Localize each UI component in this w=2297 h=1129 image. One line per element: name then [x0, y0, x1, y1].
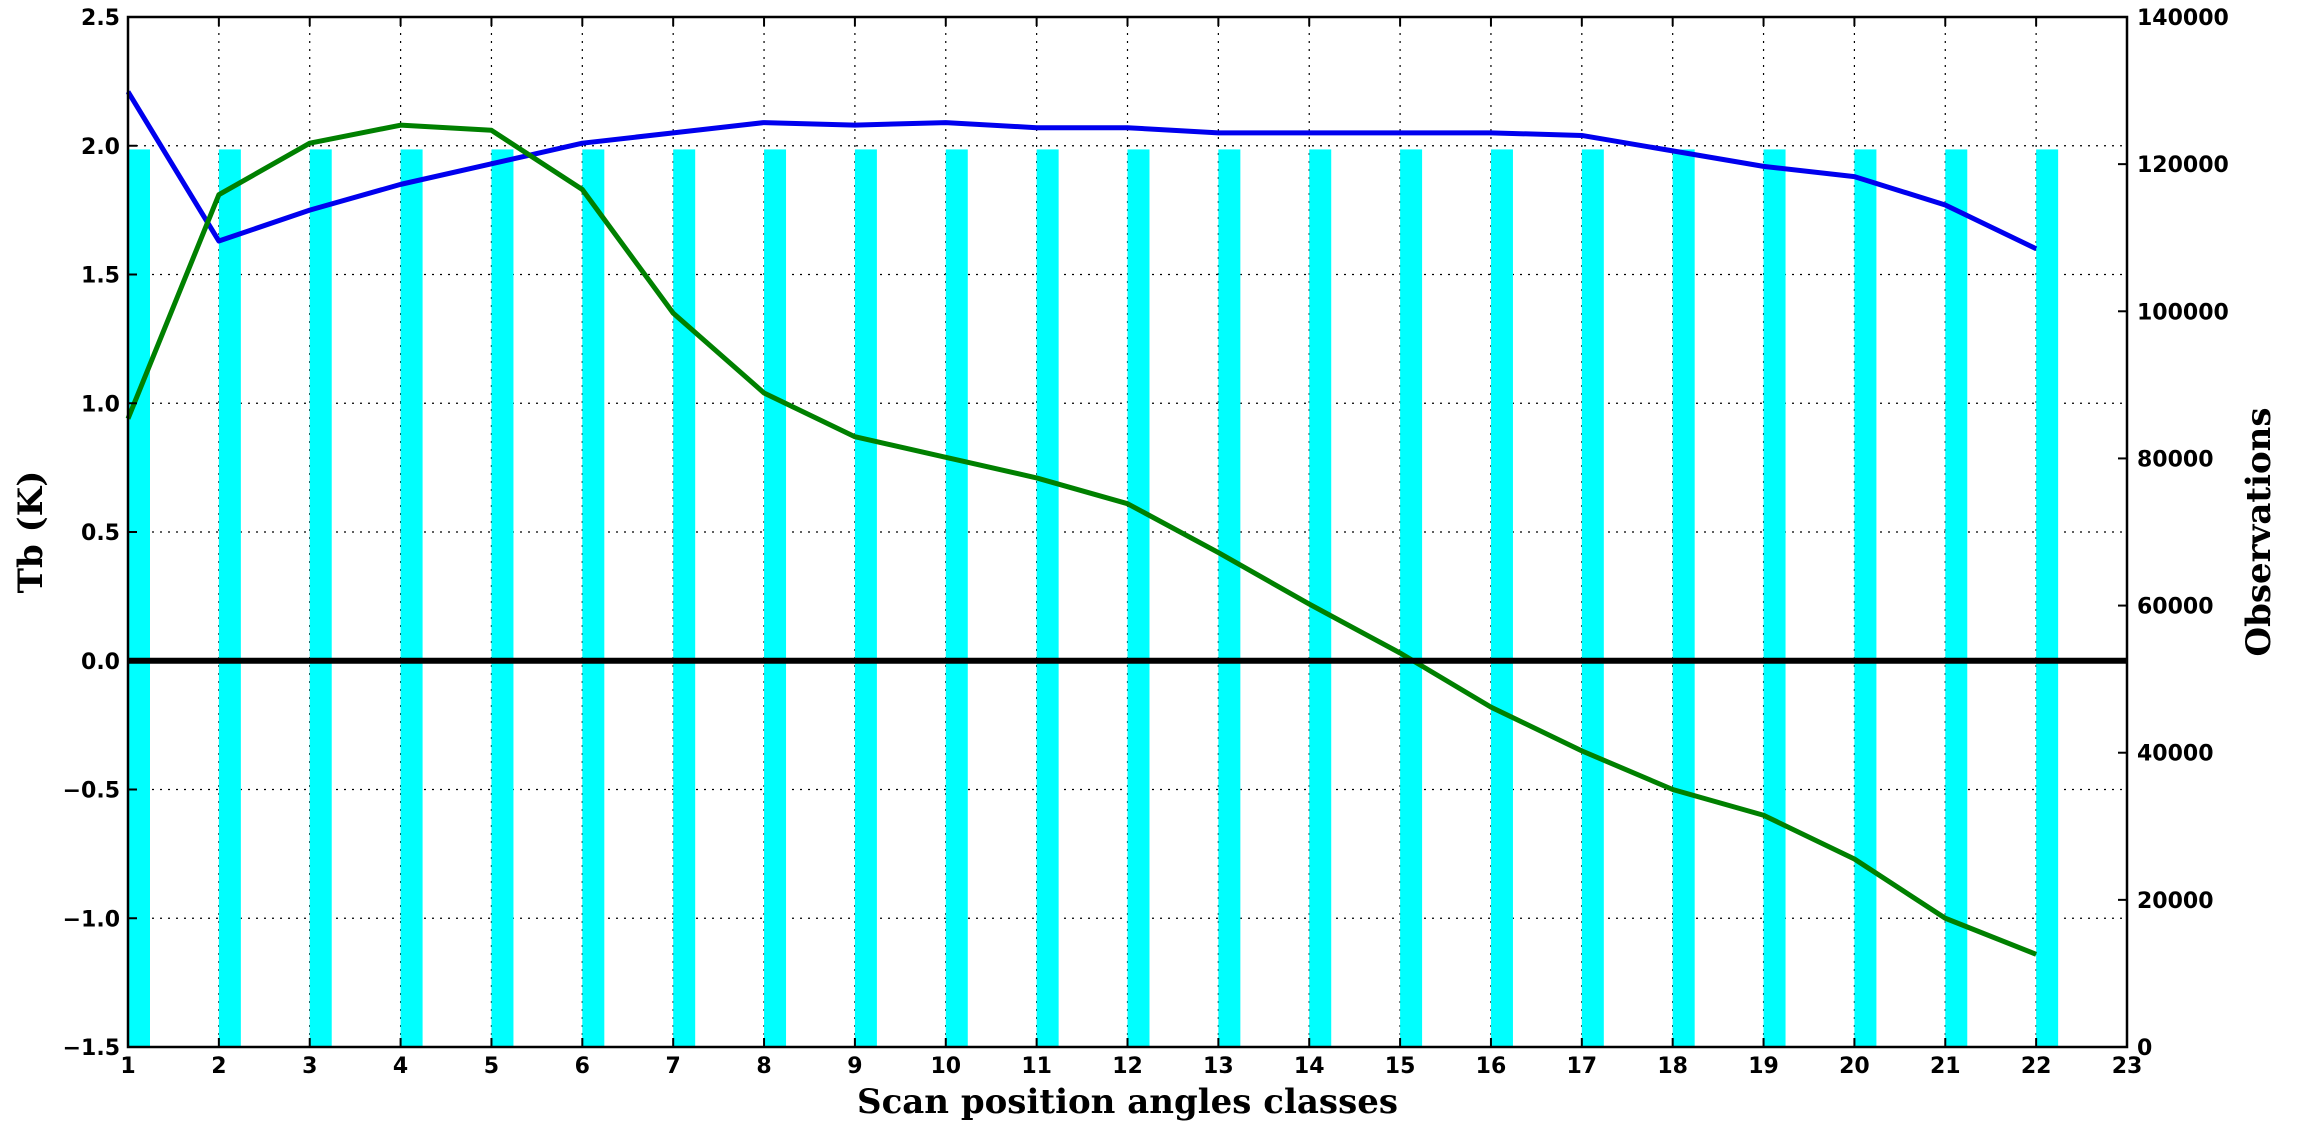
x-tick-label-10: 10	[930, 1054, 961, 1079]
x-tick-label-19: 19	[1748, 1054, 1779, 1079]
observation-bar-9	[854, 149, 877, 1047]
x-tick-label-17: 17	[1567, 1054, 1598, 1079]
observation-bar-11	[1036, 149, 1059, 1047]
y-axis-left-ticks: −1.5 −1.0 −0.5 0.0 0.5 1.0 1.5 2.0 2.5	[63, 6, 137, 1061]
y-left-tick-label-5: 1.0	[81, 392, 120, 417]
observation-bars	[128, 149, 2059, 1047]
observation-bar-22	[2036, 149, 2059, 1047]
x-tick-label-20: 20	[1839, 1054, 1870, 1079]
observation-bar-6	[582, 149, 605, 1047]
x-tick-label-6: 6	[575, 1054, 590, 1079]
y-axis-left-title: Tb (K)	[11, 471, 51, 594]
y-right-tick-label-1: 20000	[2137, 889, 2214, 914]
x-tick-label-15: 15	[1385, 1054, 1416, 1079]
y-right-tick-label-4: 80000	[2137, 447, 2214, 472]
y-right-tick-label-0: 0	[2137, 1036, 2152, 1061]
y-left-tick-label-7: 2.0	[81, 135, 120, 160]
x-axis-title: Scan position angles classes	[857, 1082, 1398, 1122]
x-tick-label-13: 13	[1203, 1054, 1234, 1079]
x-tick-label-22: 22	[2021, 1054, 2052, 1079]
x-tick-label-16: 16	[1476, 1054, 1507, 1079]
x-tick-label-12: 12	[1112, 1054, 1143, 1079]
y-right-tick-label-5: 100000	[2137, 300, 2229, 325]
observation-bar-15	[1400, 149, 1423, 1047]
y-left-tick-label-1: −1.0	[63, 907, 120, 932]
y-left-tick-label-8: 2.5	[81, 6, 120, 31]
x-tick-label-14: 14	[1294, 1054, 1325, 1079]
x-tick-label-21: 21	[1930, 1054, 1961, 1079]
observation-bar-18	[1672, 149, 1695, 1047]
observation-bar-10	[945, 149, 968, 1047]
observation-bar-19	[1763, 149, 1786, 1047]
y-left-tick-label-4: 0.5	[81, 521, 120, 546]
y-left-tick-label-2: −0.5	[63, 779, 120, 804]
series-line-2	[125, 122, 2038, 957]
x-tick-label-9: 9	[847, 1054, 862, 1079]
y-right-tick-label-2: 40000	[2137, 742, 2214, 767]
x-tick-label-3: 3	[302, 1054, 317, 1079]
y-axis-right-title: Observations	[2239, 407, 2279, 656]
series-lines	[125, 90, 2038, 957]
observation-bar-8	[764, 149, 787, 1047]
x-tick-label-5: 5	[484, 1054, 499, 1079]
series-line-1	[125, 90, 2038, 252]
observation-bar-1	[128, 149, 150, 1047]
observation-bar-16	[1490, 149, 1513, 1047]
y-left-tick-label-3: 0.0	[81, 650, 120, 675]
observation-bar-5	[491, 149, 514, 1047]
observation-bar-7	[673, 149, 696, 1047]
y-right-tick-label-7: 140000	[2137, 6, 2229, 31]
observation-bar-20	[1854, 149, 1877, 1047]
x-tick-label-8: 8	[756, 1054, 771, 1079]
x-tick-label-7: 7	[666, 1054, 681, 1079]
y-right-tick-label-6: 120000	[2137, 153, 2229, 178]
x-axis-ticks: 1 2 3 4 5 6 7 8 9 10 11 12 13 14 15 16 17 18 19 20 21 22 23	[120, 17, 2142, 1079]
observation-bar-13	[1218, 149, 1241, 1047]
x-tick-label-1: 1	[120, 1054, 135, 1079]
x-tick-label-4: 4	[393, 1054, 408, 1079]
observation-bar-21	[1945, 149, 1968, 1047]
observation-bar-4	[400, 149, 423, 1047]
x-tick-label-23: 23	[2112, 1054, 2143, 1079]
x-tick-label-18: 18	[1657, 1054, 1688, 1079]
observation-bar-2	[218, 149, 241, 1047]
y-left-tick-label-6: 1.5	[81, 264, 120, 289]
observation-bar-14	[1309, 149, 1332, 1047]
observation-bar-3	[309, 149, 332, 1047]
x-tick-label-2: 2	[211, 1054, 226, 1079]
observation-bar-17	[1581, 149, 1604, 1047]
observation-bar-12	[1127, 149, 1150, 1047]
x-tick-label-11: 11	[1021, 1054, 1052, 1079]
y-axis-right-ticks: 0 20000 40000 60000 80000 100000 120000 140000	[2118, 6, 2229, 1061]
y-left-tick-label-0: −1.5	[63, 1036, 120, 1061]
y-right-tick-label-3: 60000	[2137, 595, 2214, 620]
